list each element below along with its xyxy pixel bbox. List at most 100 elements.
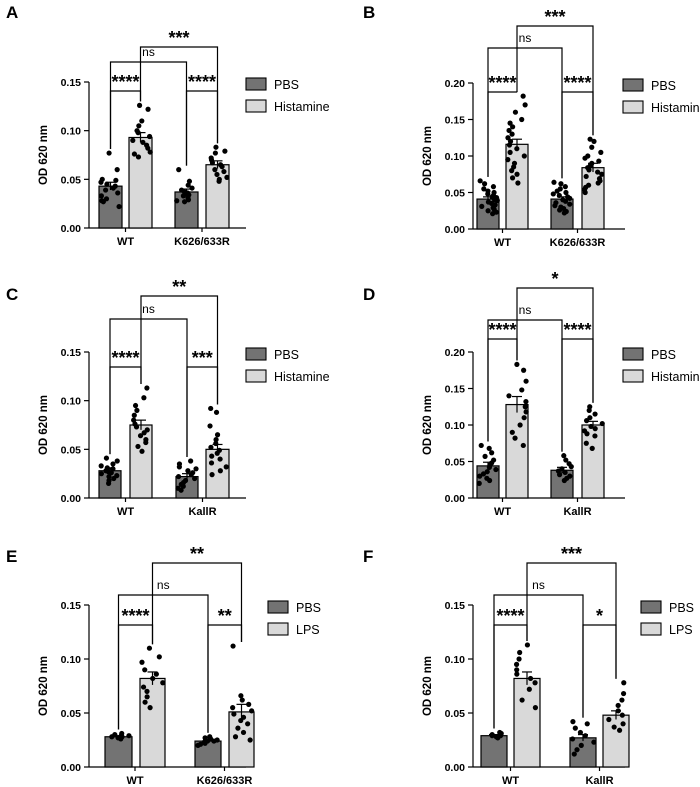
data-point: [176, 464, 182, 470]
legend-label-lps: LPS: [669, 623, 693, 637]
data-point: [230, 705, 236, 711]
data-point: [219, 164, 225, 170]
data-point: [160, 680, 166, 686]
data-point: [591, 739, 597, 745]
data-point: [104, 181, 110, 187]
data-point: [144, 694, 150, 700]
significance-label: ***: [561, 544, 582, 564]
significance-label: ns: [519, 31, 532, 45]
data-point: [582, 189, 588, 196]
data-point: [494, 197, 500, 204]
y-axis-title: OD 620 nm: [422, 126, 434, 186]
data-point: [521, 367, 527, 373]
data-point: [106, 480, 112, 486]
data-point: [505, 135, 511, 141]
significance-label: ****: [496, 606, 524, 626]
data-point: [506, 127, 512, 134]
significance-label: ns: [532, 578, 545, 592]
data-point: [214, 432, 221, 438]
significance-bracket: [487, 319, 563, 452]
data-point: [513, 661, 520, 668]
bar-pbs-wt: [480, 735, 508, 768]
data-point: [512, 109, 519, 115]
data-point: [137, 433, 144, 439]
data-point: [568, 464, 574, 470]
data-point: [212, 150, 218, 156]
data-point: [106, 473, 112, 480]
chart-panel-f: F 0.00 0.05 0.10 0.15 OD 620 nm WT KallR PBS LPS *…: [363, 544, 694, 787]
data-point: [592, 433, 598, 439]
data-point: [490, 211, 496, 217]
legend-swatch-pbs: [267, 600, 289, 614]
data-point: [111, 475, 117, 482]
data-point: [616, 727, 623, 733]
data-point: [195, 742, 201, 749]
chart-panel-b: B 0.00 0.05 0.10 0.15 0.20 OD 620 nm WT K626/633…: [363, 3, 700, 249]
data-point: [514, 671, 520, 677]
y-tick-label: 0.15: [445, 384, 466, 396]
data-point: [230, 643, 236, 649]
data-point: [478, 442, 484, 449]
data-point: [523, 409, 529, 415]
data-point: [571, 751, 577, 757]
significance-bracket: [186, 366, 219, 458]
legend-swatch-pbs: [245, 347, 267, 361]
data-point: [606, 716, 612, 723]
data-point: [598, 149, 604, 155]
data-point: [217, 468, 223, 474]
data-point: [519, 697, 525, 703]
data-point: [139, 448, 145, 454]
data-point: [577, 729, 584, 736]
data-point: [113, 177, 119, 183]
data-point: [146, 645, 153, 651]
significance-label: ****: [111, 348, 139, 368]
data-point: [188, 458, 194, 464]
data-point: [562, 184, 568, 190]
data-point: [208, 460, 215, 466]
data-point: [174, 198, 180, 204]
data-point: [561, 477, 567, 484]
data-point: [214, 171, 220, 178]
data-point: [592, 426, 598, 432]
significance-bracket: [117, 594, 209, 733]
data-point: [176, 167, 182, 173]
data-point: [517, 649, 523, 656]
data-point: [509, 175, 516, 181]
y-tick-label: 0.00: [445, 762, 466, 774]
data-point: [558, 181, 564, 187]
data-point: [142, 667, 148, 673]
data-point: [481, 181, 488, 187]
data-point: [185, 197, 192, 203]
data-point: [521, 415, 527, 421]
significance-bracket: [151, 562, 243, 645]
data-point: [570, 719, 576, 725]
significance-bracket: [493, 594, 584, 729]
significance-label: ****: [121, 606, 149, 626]
data-point: [131, 151, 138, 157]
significance-label: ***: [544, 7, 565, 27]
data-point: [526, 686, 532, 692]
y-tick-label: 0.00: [61, 223, 82, 235]
y-tick-label: 0.10: [445, 420, 466, 432]
significance-bracket: [516, 25, 594, 136]
data-point: [517, 422, 523, 428]
legend-label-pbs: PBS: [274, 78, 299, 92]
x-category-label: KallR: [563, 506, 591, 518]
y-axis-title: OD 620 nm: [422, 656, 434, 716]
data-point: [114, 458, 120, 464]
data-point: [583, 440, 589, 446]
data-point: [209, 160, 216, 166]
data-point: [556, 472, 563, 478]
x-category-label: KallR: [188, 506, 216, 518]
data-point: [249, 708, 255, 714]
significance-bracket: [526, 562, 617, 679]
y-axis-title: OD 620 nm: [38, 395, 50, 455]
x-category-label: KallR: [585, 775, 613, 787]
data-point: [114, 167, 120, 173]
data-point: [567, 195, 573, 201]
data-point: [235, 725, 241, 731]
legend-label-pbs: PBS: [651, 79, 676, 93]
data-point: [524, 642, 531, 648]
significance-bracket: [140, 295, 219, 405]
data-point: [574, 747, 580, 753]
